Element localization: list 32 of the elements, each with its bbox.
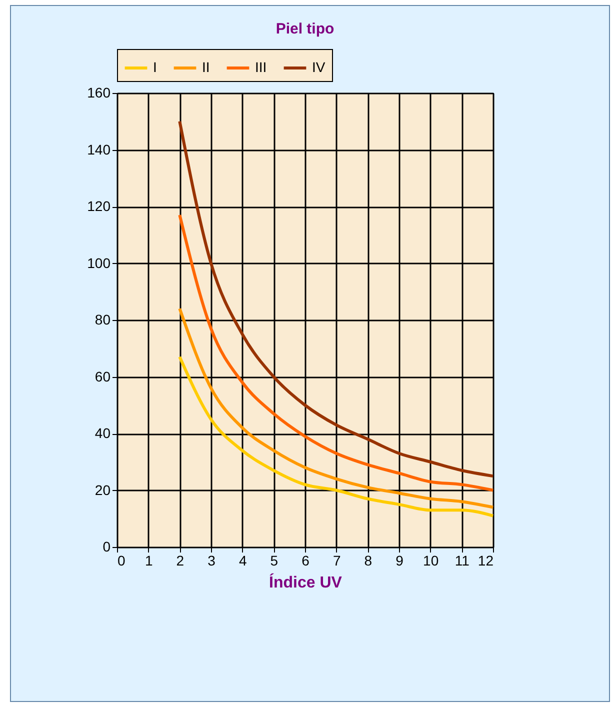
x-tick-label: 7 bbox=[332, 552, 341, 568]
x-axis-title: Índice UV bbox=[269, 572, 342, 592]
x-tick-label: 12 bbox=[478, 552, 494, 568]
x-tick-label: 9 bbox=[396, 552, 404, 568]
x-tick-label: 0 bbox=[118, 552, 126, 568]
legend-label: I bbox=[153, 59, 157, 75]
y-tick-label: 80 bbox=[94, 312, 111, 328]
legend-label: IV bbox=[312, 59, 326, 75]
chart-title: Piel tipo bbox=[276, 20, 334, 38]
y-tick-label: 60 bbox=[94, 368, 111, 384]
line-series bbox=[178, 307, 494, 509]
line-series bbox=[178, 120, 494, 478]
y-tick-label: 20 bbox=[94, 482, 111, 498]
y-tick-label: 160 bbox=[87, 84, 111, 100]
legend-label: III bbox=[255, 59, 267, 75]
x-tick-label: 3 bbox=[208, 552, 216, 568]
line-series bbox=[178, 214, 494, 492]
line-series bbox=[178, 355, 494, 518]
x-tick-label: 8 bbox=[364, 552, 372, 568]
x-tick-label: 5 bbox=[270, 552, 278, 568]
x-tick-label: 10 bbox=[423, 552, 439, 568]
x-tick-label: 6 bbox=[302, 552, 310, 568]
y-tick-label: 40 bbox=[94, 425, 111, 441]
x-tick-label: 4 bbox=[238, 552, 247, 568]
y-tick-label: 0 bbox=[102, 538, 111, 554]
x-tick-label: 1 bbox=[144, 552, 153, 568]
y-tick-label: 120 bbox=[87, 198, 111, 214]
y-tick-label: 140 bbox=[87, 141, 111, 158]
y-tick-label: 100 bbox=[87, 254, 111, 271]
x-tick-label: 2 bbox=[176, 552, 184, 568]
x-tick-label: 11 bbox=[454, 552, 470, 568]
legend-label: II bbox=[202, 59, 210, 75]
